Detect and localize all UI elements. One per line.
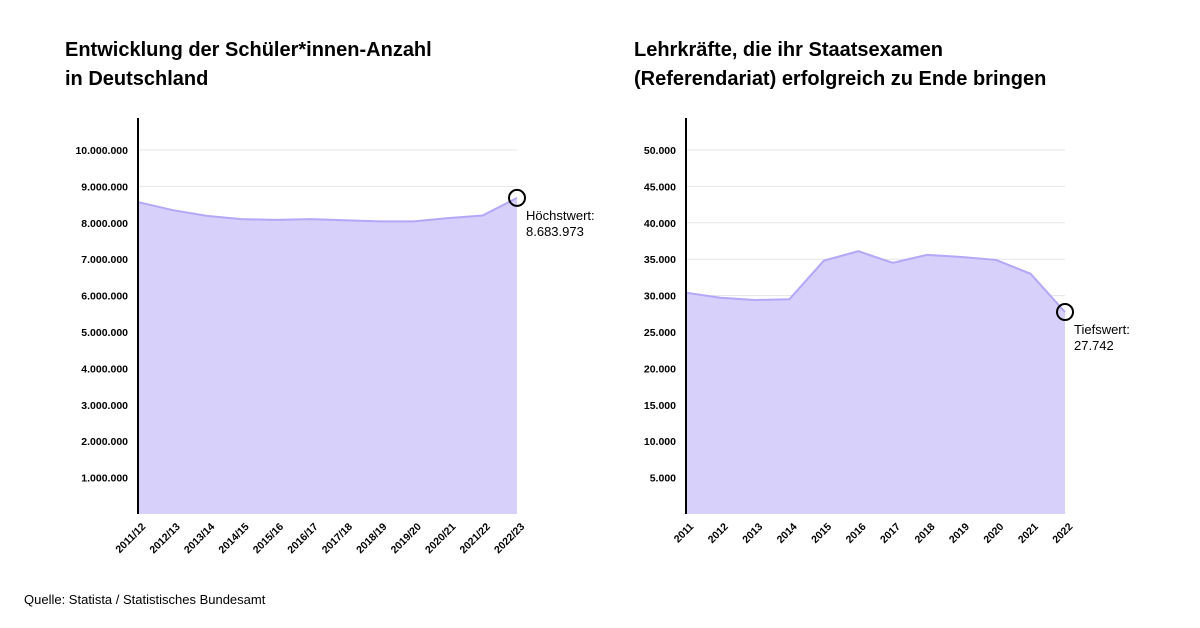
x-tick-label: 2015/16 — [251, 521, 286, 556]
y-tick-label: 3.000.000 — [81, 400, 128, 412]
x-tick-label: 2018/19 — [354, 521, 389, 556]
x-tick-label: 2014 — [775, 521, 800, 546]
x-tick-label: 2021 — [1016, 521, 1041, 546]
annotation-marker — [1056, 303, 1074, 322]
x-tick-label: 2018 — [912, 521, 937, 546]
annotation-marker — [508, 188, 526, 207]
x-tick-label: 2015 — [809, 521, 834, 546]
y-tick-label: 10.000 — [644, 436, 676, 448]
chart-title-teachers: Lehrkräfte, die ihr Staatsexamen (Refere… — [634, 36, 1046, 94]
title-line: Entwicklung der Schüler*innen-Anzahl — [65, 39, 432, 61]
area-fill — [138, 197, 517, 514]
x-tick-label: 2020/21 — [423, 521, 458, 556]
y-tick-label: 7.000.000 — [81, 254, 128, 266]
annotation-value: 27.742 — [1074, 338, 1114, 353]
x-tick-label: 2019 — [947, 521, 972, 546]
y-tick-label: 15.000 — [644, 400, 676, 412]
x-tick-label: 2013/14 — [182, 521, 217, 556]
x-tick-label: 2022/23 — [492, 521, 527, 556]
y-tick-label: 50.000 — [644, 145, 676, 157]
title-line: in Deutschland — [65, 68, 209, 90]
x-tick-label: 2016/17 — [285, 521, 320, 556]
y-tick-label: 1.000.000 — [81, 473, 128, 485]
annotation-label: Tiefswert: — [1074, 322, 1130, 337]
annotation-label: Höchstwert: — [526, 208, 595, 223]
y-tick-label: 20.000 — [644, 363, 676, 375]
y-tick-label: 30.000 — [644, 291, 676, 303]
x-tick-label: 2017/18 — [320, 521, 355, 556]
area-line — [685, 250, 1066, 313]
y-tick-label: 2.000.000 — [81, 436, 128, 448]
x-tick-label: 2017 — [878, 521, 903, 546]
x-tick-label: 2012 — [706, 521, 731, 546]
x-tick-label: 2020 — [981, 521, 1006, 546]
x-tick-label: 2012/13 — [147, 521, 182, 556]
y-tick-label: 45.000 — [644, 181, 676, 193]
y-tick-label: 4.000.000 — [81, 363, 128, 375]
annotation-value: 8.683.973 — [526, 224, 584, 239]
y-tick-label: 8.000.000 — [81, 218, 128, 230]
y-tick-label: 35.000 — [644, 254, 676, 266]
source-note: Quelle: Statista / Statistisches Bundesa… — [24, 592, 266, 607]
title-line: Lehrkräfte, die ihr Staatsexamen — [634, 39, 944, 61]
title-line: (Referendariat) erfolgreich zu Ende brin… — [634, 68, 1047, 90]
x-tick-label: 2021/22 — [458, 521, 493, 556]
area-fill — [686, 251, 1065, 514]
chart-title-students: Entwicklung der Schüler*innen-Anzahl in … — [65, 36, 432, 94]
y-tick-label: 25.000 — [644, 327, 676, 339]
y-tick-label: 5.000 — [650, 473, 676, 485]
y-tick-label: 5.000.000 — [81, 327, 128, 339]
x-tick-label: 2019/20 — [389, 521, 424, 556]
x-tick-label: 2016 — [844, 521, 869, 546]
y-tick-label: 10.000.000 — [75, 145, 128, 157]
y-tick-label: 9.000.000 — [81, 181, 128, 193]
y-tick-label: 40.000 — [644, 218, 676, 230]
x-tick-label: 2013 — [740, 521, 765, 546]
y-tick-label: 6.000.000 — [81, 291, 128, 303]
area-line — [137, 197, 518, 223]
x-tick-label: 2011 — [672, 521, 697, 546]
x-tick-label: 2014/15 — [216, 521, 251, 556]
x-tick-label: 2022 — [1050, 521, 1075, 546]
x-tick-label: 2011/12 — [113, 521, 148, 556]
